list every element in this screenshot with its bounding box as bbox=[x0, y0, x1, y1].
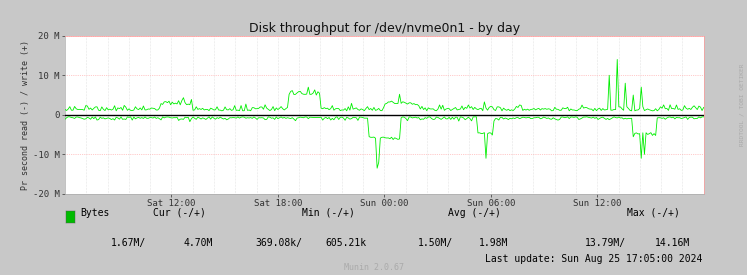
Text: 369.08k/: 369.08k/ bbox=[255, 238, 303, 248]
Y-axis label: Pr second read (-) / write (+): Pr second read (-) / write (+) bbox=[21, 40, 30, 190]
Text: Cur (-/+): Cur (-/+) bbox=[153, 208, 205, 218]
Text: RRDTOOL / TOBI OETIKER: RRDTOOL / TOBI OETIKER bbox=[740, 63, 744, 146]
Text: 4.70M: 4.70M bbox=[184, 238, 213, 248]
Text: 1.98M: 1.98M bbox=[479, 238, 508, 248]
Text: 14.16M: 14.16M bbox=[655, 238, 690, 248]
Text: Munin 2.0.67: Munin 2.0.67 bbox=[344, 263, 403, 272]
Text: 605.21k: 605.21k bbox=[325, 238, 366, 248]
Title: Disk throughput for /dev/nvme0n1 - by day: Disk throughput for /dev/nvme0n1 - by da… bbox=[249, 21, 520, 35]
Text: Bytes: Bytes bbox=[80, 208, 109, 218]
Text: 1.50M/: 1.50M/ bbox=[418, 238, 453, 248]
Text: Max (-/+): Max (-/+) bbox=[627, 208, 680, 218]
Text: Last update: Sun Aug 25 17:05:00 2024: Last update: Sun Aug 25 17:05:00 2024 bbox=[485, 254, 702, 264]
Text: Avg (-/+): Avg (-/+) bbox=[448, 208, 500, 218]
Text: 1.67M/: 1.67M/ bbox=[111, 238, 146, 248]
Text: Min (-/+): Min (-/+) bbox=[303, 208, 355, 218]
Text: 13.79M/: 13.79M/ bbox=[585, 238, 626, 248]
